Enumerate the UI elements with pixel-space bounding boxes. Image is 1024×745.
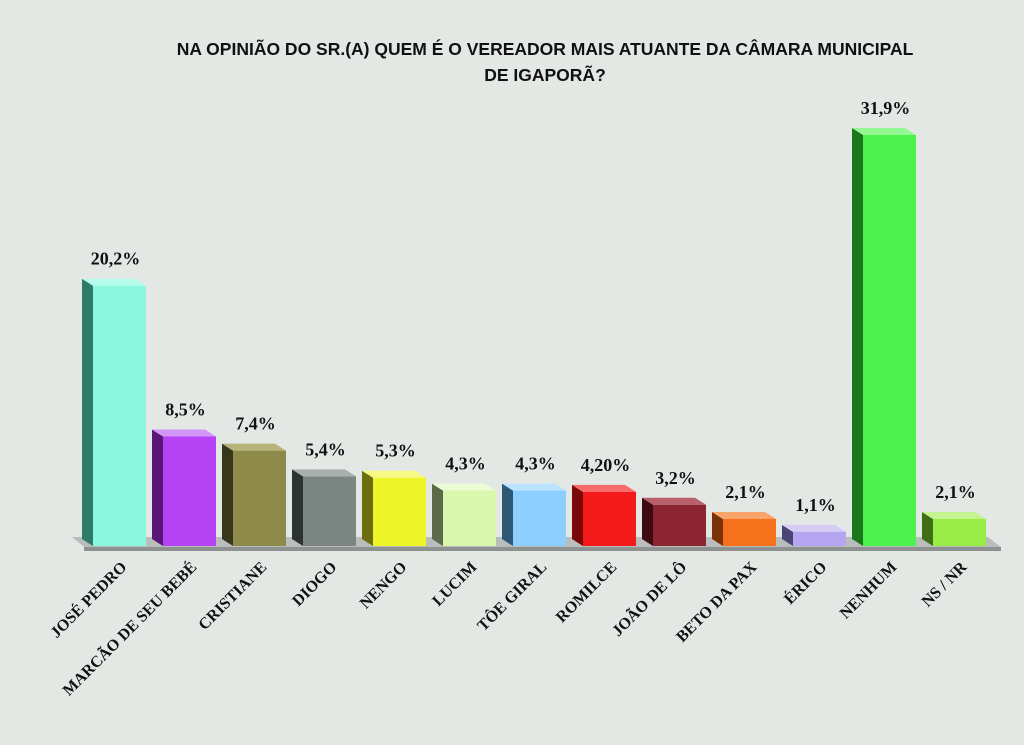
data-label: 4,3% (445, 454, 486, 474)
bar (653, 504, 706, 546)
data-label: 5,3% (375, 441, 416, 461)
x-tick-label: NS / NR (919, 558, 971, 610)
chart-title-line-1: NA OPINIÃO DO SR.(A) QUEM É O VEREADOR M… (176, 39, 914, 59)
bar (163, 436, 216, 546)
bar (373, 477, 426, 546)
x-tick-label: ROMILCE (553, 559, 620, 626)
bar-side (432, 483, 443, 546)
data-label: 4,20% (581, 455, 631, 475)
bar-top (852, 128, 916, 135)
bar-top (572, 484, 636, 492)
bar-top (712, 511, 776, 519)
bar-top (782, 524, 846, 532)
data-label: 7,4% (235, 414, 276, 434)
bar-top (292, 469, 356, 477)
bar (233, 450, 286, 546)
data-label: 5,4% (305, 439, 346, 459)
chart-title-line-2: DE IGAPORÃ? (484, 65, 606, 85)
bar-top (222, 443, 286, 451)
data-label: 31,9% (861, 98, 911, 118)
bar (723, 518, 776, 546)
bar-side (642, 497, 653, 546)
bar (583, 491, 636, 546)
x-tick-label: NENHUM (837, 559, 901, 623)
data-label: 2,1% (725, 482, 766, 502)
bar-top (502, 483, 566, 491)
bar-side (782, 524, 793, 546)
data-label: 4,3% (515, 454, 556, 474)
data-label: 8,5% (165, 399, 206, 419)
bar (443, 490, 496, 546)
x-tick-label: JOÃO DE LÔ (608, 557, 691, 640)
x-tick-label: ÉRICO (780, 557, 831, 608)
bar-top (922, 511, 986, 519)
bar-top (432, 483, 496, 491)
x-tick-label: CRISTIANE (195, 559, 270, 634)
bar-side (152, 429, 163, 546)
bar-side (222, 443, 233, 546)
chart-floor-edge (84, 547, 1001, 551)
bar-side (572, 484, 583, 546)
x-tick-label: TÔE GIRAL (473, 557, 550, 634)
bar-top (642, 497, 706, 505)
x-tick-label: LUCIM (429, 559, 480, 610)
bar-top (82, 278, 146, 286)
data-label: 3,2% (655, 468, 696, 488)
chart-title: NA OPINIÃO DO SR.(A) QUEM É O VEREADOR M… (100, 36, 990, 88)
bar-side (712, 511, 723, 546)
bar-side (502, 483, 513, 546)
bar-side (362, 470, 373, 546)
bar-top (362, 470, 426, 478)
data-label: 2,1% (935, 482, 976, 502)
bar (793, 531, 846, 546)
bar-side (82, 278, 93, 546)
bar (933, 518, 986, 546)
bar-top (152, 429, 216, 437)
bar-side (922, 511, 933, 546)
x-tick-label: MARCÃO DE SEU BEBÉ (58, 557, 200, 699)
bar (303, 476, 356, 546)
bar (863, 135, 916, 546)
bar (513, 490, 566, 546)
data-label: 20,2% (91, 249, 141, 269)
bar-side (852, 128, 863, 546)
bar-side (292, 469, 303, 546)
data-label: 1,1% (795, 495, 836, 515)
bar (93, 285, 146, 546)
x-tick-label: NENGO (357, 559, 411, 613)
x-tick-label: DIOGO (289, 559, 340, 610)
